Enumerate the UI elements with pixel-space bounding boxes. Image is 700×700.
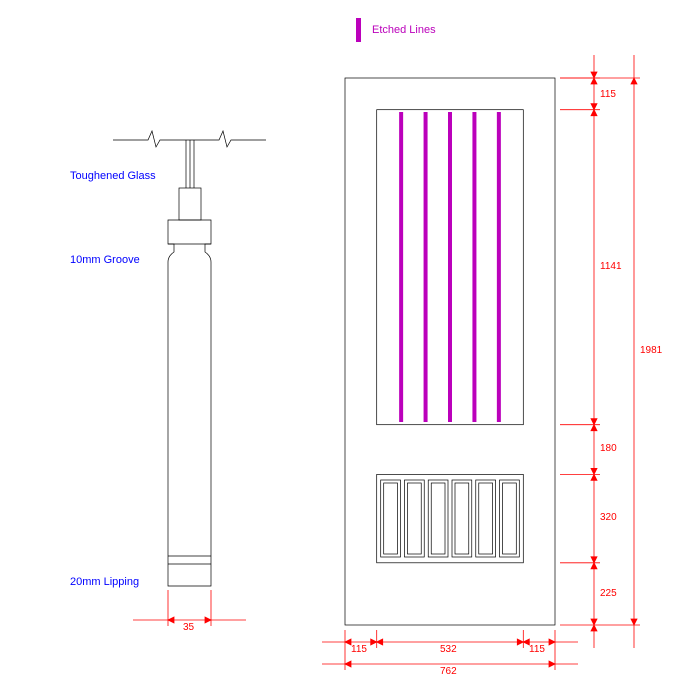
dim-h-panel: 320 xyxy=(600,512,617,523)
dim-h-top: 115 xyxy=(600,89,616,100)
dim-h-bottom: 225 xyxy=(600,588,617,599)
front-elevation xyxy=(0,0,700,700)
dim-w-center: 532 xyxy=(440,644,457,655)
dim-h-total: 1981 xyxy=(640,345,662,356)
dim-h-mid: 180 xyxy=(600,443,617,454)
dim-w-stile-r: 115 xyxy=(529,644,545,655)
dim-w-stile-l: 115 xyxy=(351,644,367,655)
dim-w-total: 762 xyxy=(440,666,457,677)
dim-h-glass: 1141 xyxy=(600,261,622,272)
